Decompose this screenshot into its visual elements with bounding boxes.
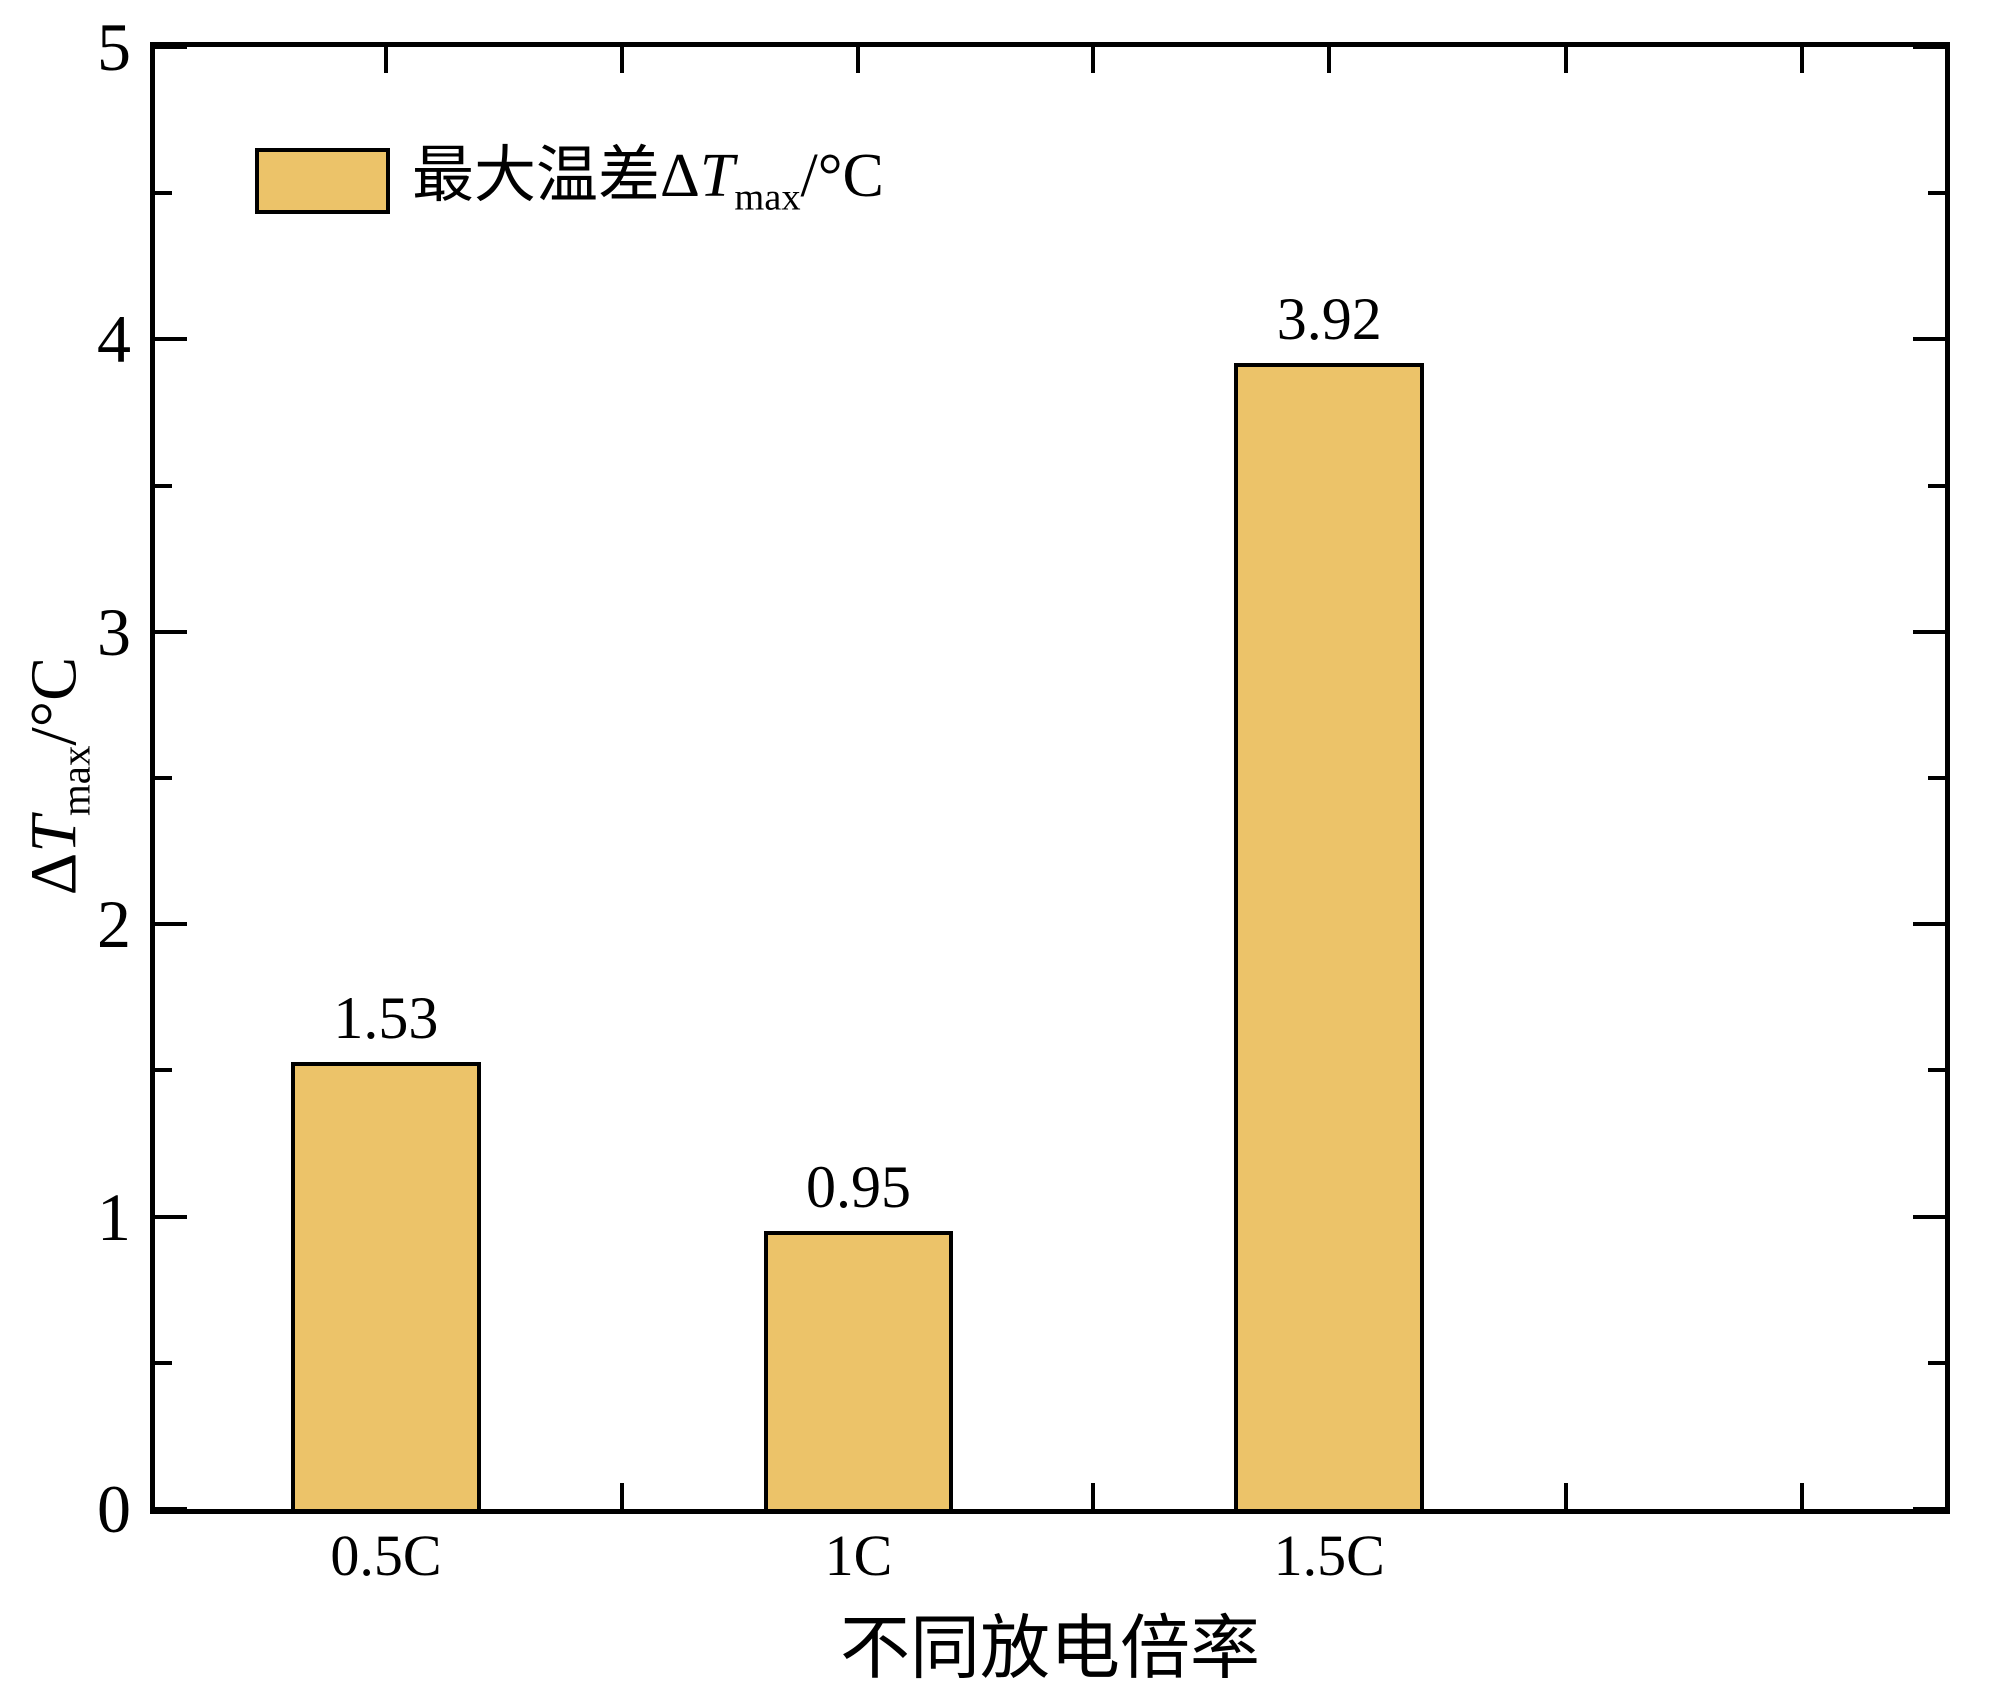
bar-value-label: 3.92 xyxy=(1276,285,1382,352)
legend-suffix: /°C xyxy=(800,142,884,210)
y-axis-tick xyxy=(155,629,187,634)
y-axis-tick xyxy=(155,1507,187,1511)
x-axis-tick xyxy=(620,47,625,73)
y-axis-tick xyxy=(1913,337,1945,342)
bar-value-label: 1.53 xyxy=(333,984,439,1051)
y-tick-label: 1 xyxy=(97,1178,131,1255)
x-tick-label: 0.5C xyxy=(330,1523,442,1588)
y-axis-tick xyxy=(1913,629,1945,634)
y-axis-tick xyxy=(1928,1068,1945,1073)
y-axis-tick xyxy=(1928,1360,1945,1365)
x-axis-tick xyxy=(1799,1483,1804,1509)
y-axis-tick xyxy=(155,191,172,196)
legend-text-prefix: 最大温差 xyxy=(412,142,661,210)
y-axis-tick xyxy=(155,483,172,488)
y-axis-tick xyxy=(1913,1507,1945,1511)
bar-1.5C xyxy=(1234,362,1425,1509)
legend-symbol: T xyxy=(699,142,735,210)
y-axis-tick xyxy=(1913,45,1945,49)
y-axis-tick xyxy=(155,776,172,780)
y-axis-tick xyxy=(155,1214,187,1219)
y-tick-label: 2 xyxy=(97,886,131,963)
ylabel-symbol: T xyxy=(17,816,91,853)
x-axis-tick xyxy=(1090,47,1095,73)
legend-label: 最大温差ΔTmax/°C xyxy=(412,145,884,217)
y-tick-label: 3 xyxy=(97,593,131,670)
x-axis-title: 不同放电倍率 xyxy=(840,1611,1260,1688)
legend: 最大温差ΔTmax/°C xyxy=(255,145,884,217)
bar-0.5C xyxy=(291,1061,481,1509)
y-axis-tick xyxy=(155,45,187,49)
y-axis-tick xyxy=(1928,483,1945,488)
plot-area: 最大温差ΔTmax/°C 1.53 0.95 3.92 xyxy=(150,42,1950,1514)
y-axis-tick xyxy=(155,922,187,927)
x-axis-tick xyxy=(1563,47,1568,73)
legend-subscript: max xyxy=(734,176,801,219)
y-tick-label: 4 xyxy=(97,301,131,378)
y-axis-tick xyxy=(1913,922,1945,927)
y-tick-label: 0 xyxy=(97,1471,131,1547)
x-axis-tick xyxy=(856,47,861,73)
y-axis-tick xyxy=(1928,776,1945,780)
y-axis-tick xyxy=(155,1360,172,1365)
y-tick-label: 5 xyxy=(97,9,131,85)
x-axis-tick xyxy=(1090,1483,1095,1509)
x-axis-tick xyxy=(383,47,388,73)
ylabel-subscript: max xyxy=(53,745,99,817)
x-axis-tick xyxy=(1563,1483,1568,1509)
x-axis-tick xyxy=(620,1483,625,1509)
y-axis-tick xyxy=(155,1068,172,1073)
legend-color-swatch xyxy=(255,147,390,214)
legend-delta: Δ xyxy=(660,142,700,210)
x-tick-label: 1.5C xyxy=(1273,1523,1385,1588)
y-axis-tick xyxy=(1928,191,1945,196)
bar-1C xyxy=(763,1231,954,1509)
x-axis-tick xyxy=(1799,47,1804,73)
y-axis-tick xyxy=(1913,1214,1945,1219)
x-axis-tick xyxy=(1327,47,1332,73)
y-axis-title: ΔTmax/°C xyxy=(16,657,99,895)
x-tick-label: 1C xyxy=(824,1523,893,1588)
y-axis-tick xyxy=(155,337,187,342)
bar-value-label: 0.95 xyxy=(805,1154,911,1221)
